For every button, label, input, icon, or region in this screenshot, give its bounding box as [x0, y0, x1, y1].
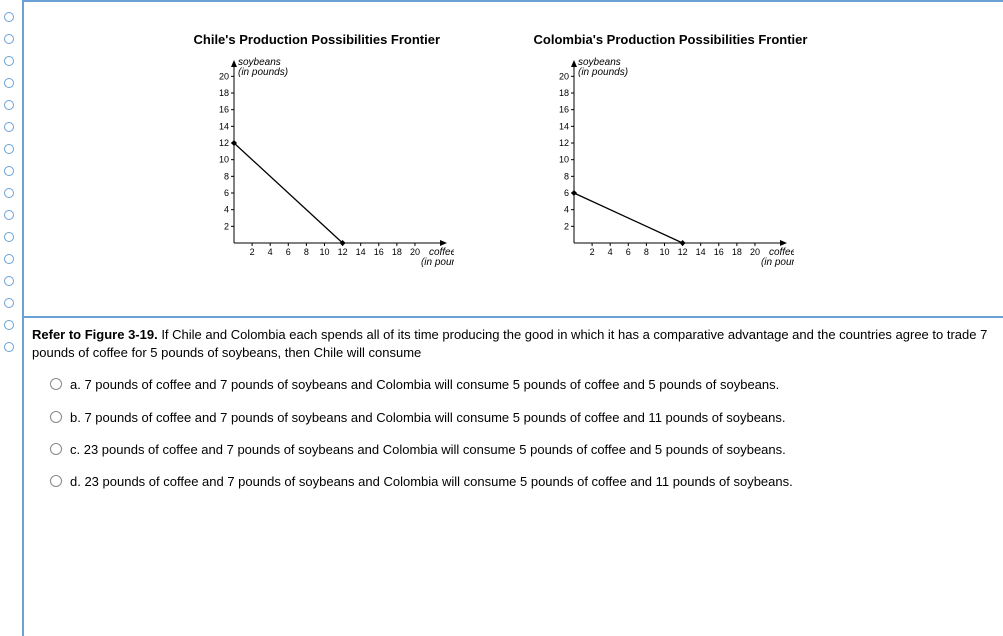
rail-dot — [4, 320, 14, 330]
chile-chart: 24681012141618202468101214161820soybeans… — [194, 53, 454, 273]
rail-dot — [4, 298, 14, 308]
svg-text:6: 6 — [285, 247, 290, 257]
svg-text:20: 20 — [749, 247, 759, 257]
svg-text:2: 2 — [589, 247, 594, 257]
option-d[interactable]: d. 23 pounds of coffee and 7 pounds of s… — [50, 473, 995, 491]
svg-text:2: 2 — [249, 247, 254, 257]
svg-text:16: 16 — [713, 247, 723, 257]
svg-text:18: 18 — [731, 247, 741, 257]
rail-dot — [4, 12, 14, 22]
svg-text:14: 14 — [558, 121, 568, 131]
chile-chart-block: Chile's Production Possibilities Frontie… — [194, 32, 494, 276]
option-text: b. 7 pounds of coffee and 7 pounds of so… — [70, 409, 786, 427]
rail-dot — [4, 166, 14, 176]
rail-dot — [4, 254, 14, 264]
svg-text:10: 10 — [558, 155, 568, 165]
svg-text:12: 12 — [558, 138, 568, 148]
svg-text:12: 12 — [337, 247, 347, 257]
svg-text:2: 2 — [563, 221, 568, 231]
question-block: Refer to Figure 3-19. If Chile and Colom… — [24, 316, 1003, 513]
svg-text:6: 6 — [625, 247, 630, 257]
svg-text:2: 2 — [223, 221, 228, 231]
svg-text:20: 20 — [409, 247, 419, 257]
question-ref: Refer to Figure 3-19. — [32, 327, 158, 342]
svg-text:12: 12 — [677, 247, 687, 257]
radio-icon[interactable] — [50, 443, 62, 455]
radio-icon[interactable] — [50, 475, 62, 487]
svg-text:14: 14 — [695, 247, 705, 257]
rail-dot — [4, 342, 14, 352]
svg-text:20: 20 — [218, 71, 228, 81]
svg-text:(in pounds): (in pounds) — [420, 257, 453, 268]
svg-text:10: 10 — [659, 247, 669, 257]
chile-title: Chile's Production Possibilities Frontie… — [194, 32, 494, 47]
option-b[interactable]: b. 7 pounds of coffee and 7 pounds of so… — [50, 409, 995, 427]
radio-icon[interactable] — [50, 411, 62, 423]
rail-dot — [4, 210, 14, 220]
svg-text:18: 18 — [218, 88, 228, 98]
question-body: If Chile and Colombia each spends all of… — [32, 327, 987, 360]
svg-text:6: 6 — [223, 188, 228, 198]
svg-text:16: 16 — [218, 105, 228, 115]
svg-text:(in pounds): (in pounds) — [578, 67, 628, 78]
option-text: a. 7 pounds of coffee and 7 pounds of so… — [70, 376, 779, 394]
svg-text:16: 16 — [558, 105, 568, 115]
rail-dot — [4, 276, 14, 286]
options-list: a. 7 pounds of coffee and 7 pounds of so… — [32, 376, 995, 491]
rail-dot — [4, 100, 14, 110]
svg-text:4: 4 — [607, 247, 612, 257]
colombia-chart-block: Colombia's Production Possibilities Fron… — [534, 32, 834, 276]
svg-text:14: 14 — [355, 247, 365, 257]
svg-text:16: 16 — [373, 247, 383, 257]
svg-text:8: 8 — [223, 171, 228, 181]
rail-dot — [4, 34, 14, 44]
svg-text:4: 4 — [267, 247, 272, 257]
charts-row: Chile's Production Possibilities Frontie… — [24, 2, 1003, 316]
rail-dot — [4, 78, 14, 88]
colombia-title: Colombia's Production Possibilities Fron… — [534, 32, 834, 47]
svg-text:8: 8 — [643, 247, 648, 257]
option-a[interactable]: a. 7 pounds of coffee and 7 pounds of so… — [50, 376, 995, 394]
colombia-chart: 24681012141618202468101214161820soybeans… — [534, 53, 794, 273]
content-frame: Chile's Production Possibilities Frontie… — [22, 0, 1003, 636]
svg-text:14: 14 — [218, 121, 228, 131]
svg-text:(in pounds): (in pounds) — [760, 257, 793, 268]
svg-text:18: 18 — [558, 88, 568, 98]
rail-dot — [4, 122, 14, 132]
svg-text:10: 10 — [319, 247, 329, 257]
svg-text:10: 10 — [218, 155, 228, 165]
svg-text:20: 20 — [558, 71, 568, 81]
option-text: c. 23 pounds of coffee and 7 pounds of s… — [70, 441, 786, 459]
option-c[interactable]: c. 23 pounds of coffee and 7 pounds of s… — [50, 441, 995, 459]
rail-dot — [4, 56, 14, 66]
left-rail — [0, 0, 18, 636]
svg-text:4: 4 — [223, 205, 228, 215]
svg-text:8: 8 — [563, 171, 568, 181]
svg-text:(in pounds): (in pounds) — [238, 67, 288, 78]
question-text: Refer to Figure 3-19. If Chile and Colom… — [32, 326, 995, 362]
svg-text:8: 8 — [303, 247, 308, 257]
rail-dot — [4, 232, 14, 242]
svg-text:6: 6 — [563, 188, 568, 198]
option-text: d. 23 pounds of coffee and 7 pounds of s… — [70, 473, 793, 491]
rail-dot — [4, 188, 14, 198]
svg-text:4: 4 — [563, 205, 568, 215]
svg-text:18: 18 — [391, 247, 401, 257]
radio-icon[interactable] — [50, 378, 62, 390]
svg-text:12: 12 — [218, 138, 228, 148]
rail-dot — [4, 144, 14, 154]
